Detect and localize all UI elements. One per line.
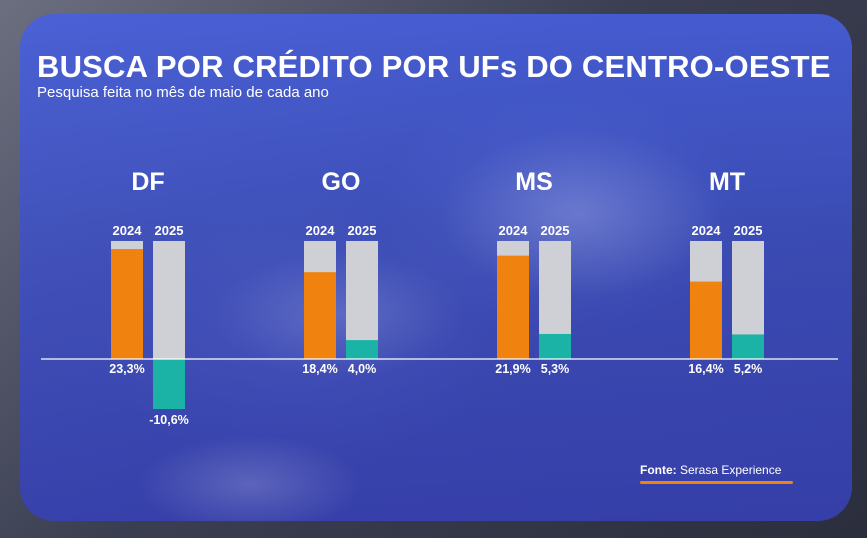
group-label-ms: MS — [515, 168, 553, 196]
group-label-df: DF — [131, 168, 164, 196]
chart-subtitle: Pesquisa feita no mês de maio de cada an… — [37, 84, 329, 101]
value-label-go-2025: 4,0% — [348, 362, 377, 376]
bar-go-2025 — [346, 340, 378, 359]
year-label-df-2024: 2024 — [113, 223, 143, 238]
year-label-ms-2025: 2025 — [541, 223, 570, 238]
bar-ms-2024 — [497, 255, 529, 359]
value-label-df-2025: -10,6% — [149, 413, 189, 427]
year-label-df-2025: 2025 — [155, 223, 184, 238]
value-label-mt-2024: 16,4% — [688, 362, 723, 376]
year-label-ms-2024: 2024 — [499, 223, 529, 238]
source-credit: Fonte: Serasa Experience — [640, 463, 781, 477]
source-text: Serasa Experience — [680, 463, 782, 477]
year-label-mt-2024: 2024 — [692, 223, 722, 238]
value-label-ms-2024: 21,9% — [495, 362, 530, 376]
group-label-mt: MT — [709, 168, 745, 196]
year-label-mt-2025: 2025 — [734, 223, 763, 238]
value-label-mt-2025: 5,2% — [734, 362, 763, 376]
bar-track-df-2025 — [153, 241, 185, 359]
value-label-ms-2025: 5,3% — [541, 362, 570, 376]
bar-mt-2025 — [732, 334, 764, 359]
bar-track-go-2025 — [346, 241, 378, 359]
bar-df-2024 — [111, 249, 143, 359]
source-label: Fonte: — [640, 463, 677, 477]
group-label-go: GO — [322, 168, 361, 196]
bar-ms-2025 — [539, 333, 571, 359]
year-label-go-2025: 2025 — [348, 223, 377, 238]
source-underline — [640, 481, 793, 484]
bar-mt-2024 — [690, 281, 722, 359]
bar-go-2024 — [304, 272, 336, 359]
year-label-go-2024: 2024 — [306, 223, 336, 238]
value-label-go-2024: 18,4% — [302, 362, 337, 376]
chart-title: BUSCA POR CRÉDITO POR UFs DO CENTRO-OEST… — [37, 49, 831, 84]
bar-df-2025 — [153, 359, 185, 410]
value-label-df-2024: 23,3% — [109, 362, 144, 376]
